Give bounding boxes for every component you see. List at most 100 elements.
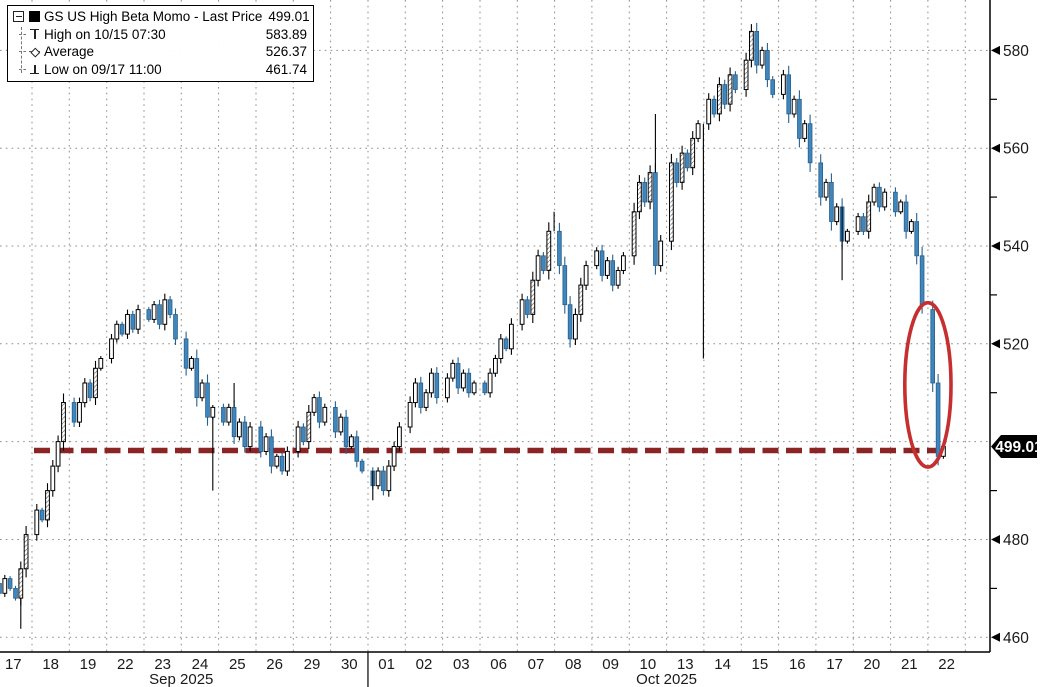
price-bar xyxy=(98,358,104,369)
highlight-ellipse xyxy=(903,300,953,469)
price-bar xyxy=(189,358,194,369)
tree-stub xyxy=(19,33,26,35)
axes xyxy=(0,0,991,653)
price-bar xyxy=(269,436,274,467)
low-marker-icon xyxy=(29,64,40,75)
price-bar xyxy=(285,450,290,472)
price-bar xyxy=(333,406,338,433)
price-bar xyxy=(610,260,615,286)
series-last-price-value: 499.01 xyxy=(268,9,310,25)
price-bar xyxy=(194,358,200,398)
price-bar xyxy=(594,250,600,267)
price-bar xyxy=(834,206,840,223)
x-tick-label: 13 xyxy=(677,656,694,673)
price-bar xyxy=(637,181,642,213)
low-label: Low on 09/17 11:00 xyxy=(44,62,162,78)
tick-arrow-icon xyxy=(991,45,1000,55)
price-bar xyxy=(893,191,898,213)
price-bar xyxy=(861,216,866,232)
price-bar xyxy=(541,255,546,271)
legend-row-low: Low on 09/17 11:00 461.74 xyxy=(11,61,307,79)
tick-arrow-icon xyxy=(991,241,1000,251)
price-bar xyxy=(898,201,904,213)
y-tick-label: 520 xyxy=(1003,336,1029,353)
price-bar xyxy=(871,186,877,203)
price-bar xyxy=(498,338,504,359)
x-tick-label: 23 xyxy=(154,656,171,673)
price-bar xyxy=(418,382,424,408)
price-bar xyxy=(471,382,477,394)
x-tick-label: 14 xyxy=(714,656,731,673)
last-price-tag: 499.01 xyxy=(991,435,1040,458)
price-bar xyxy=(743,59,749,90)
price-bar xyxy=(45,490,50,521)
legend-expander-icon[interactable] xyxy=(13,11,24,23)
low-value: 461.74 xyxy=(265,62,307,78)
price-bar xyxy=(258,426,264,452)
price-bar xyxy=(567,304,573,340)
price-bar xyxy=(615,270,621,286)
price-bar xyxy=(642,181,647,203)
price-bar xyxy=(205,382,210,418)
price-bar xyxy=(173,314,178,340)
price-bar xyxy=(749,30,754,61)
price-bar xyxy=(322,406,328,423)
price-bar xyxy=(482,382,488,394)
price-bar xyxy=(674,162,679,183)
price-bar xyxy=(695,123,701,139)
x-tick-label: 02 xyxy=(416,656,433,673)
price-bar xyxy=(919,255,925,306)
price-bar xyxy=(162,299,168,325)
y-tick-label: 580 xyxy=(1003,43,1029,60)
price-bar xyxy=(0,583,2,594)
price-bar xyxy=(658,240,664,267)
price-bar xyxy=(605,260,610,276)
price-bar xyxy=(413,382,418,404)
price-bar xyxy=(770,79,775,95)
price-bar xyxy=(7,578,13,589)
price-bar xyxy=(423,392,429,408)
price-bar xyxy=(631,211,637,257)
price-bar xyxy=(226,406,232,423)
tick-arrow-icon xyxy=(991,143,1000,153)
x-tick-label: 10 xyxy=(640,656,657,673)
price-bar xyxy=(407,402,413,428)
y-axis-labels: 580 560 540 520 480 460 xyxy=(990,43,1029,647)
price-bar xyxy=(711,98,717,115)
price-bar xyxy=(231,406,237,438)
x-tick-label: 09 xyxy=(602,656,619,673)
price-bar xyxy=(717,84,722,115)
price-bar xyxy=(263,436,269,452)
price-bar xyxy=(157,304,162,325)
price-bar xyxy=(461,372,466,389)
average-marker-icon xyxy=(29,46,40,58)
price-bar xyxy=(349,436,354,448)
price-bar xyxy=(877,186,882,208)
price-bar xyxy=(381,470,386,492)
price-bar xyxy=(653,172,658,266)
price-bar xyxy=(301,426,306,443)
price-bar xyxy=(450,362,456,379)
x-tick-label: 08 xyxy=(565,656,582,673)
price-bar xyxy=(706,98,712,125)
price-bar xyxy=(386,465,392,492)
price-bar xyxy=(13,588,18,599)
price-bar xyxy=(679,152,685,183)
price-bar xyxy=(295,426,301,452)
tick-arrow-icon xyxy=(991,632,1000,642)
x-axis-labels: 17 18 19 22 23 24 25 26 29 30 01 02 03 06 07 08 09 10 13 14… xyxy=(5,652,955,687)
price-bar xyxy=(583,265,589,286)
price-bar xyxy=(343,416,349,447)
price-bar xyxy=(167,299,173,315)
price-bar xyxy=(647,172,653,203)
price-bar xyxy=(183,338,189,369)
price-bar xyxy=(909,221,914,232)
price-bar xyxy=(935,382,941,457)
price-bar xyxy=(445,377,450,399)
price-bar xyxy=(93,367,98,399)
price-bar xyxy=(557,230,562,266)
price-bar xyxy=(429,372,434,394)
price-bar xyxy=(535,255,541,281)
price-bar xyxy=(781,74,786,95)
price-bar xyxy=(829,181,834,222)
